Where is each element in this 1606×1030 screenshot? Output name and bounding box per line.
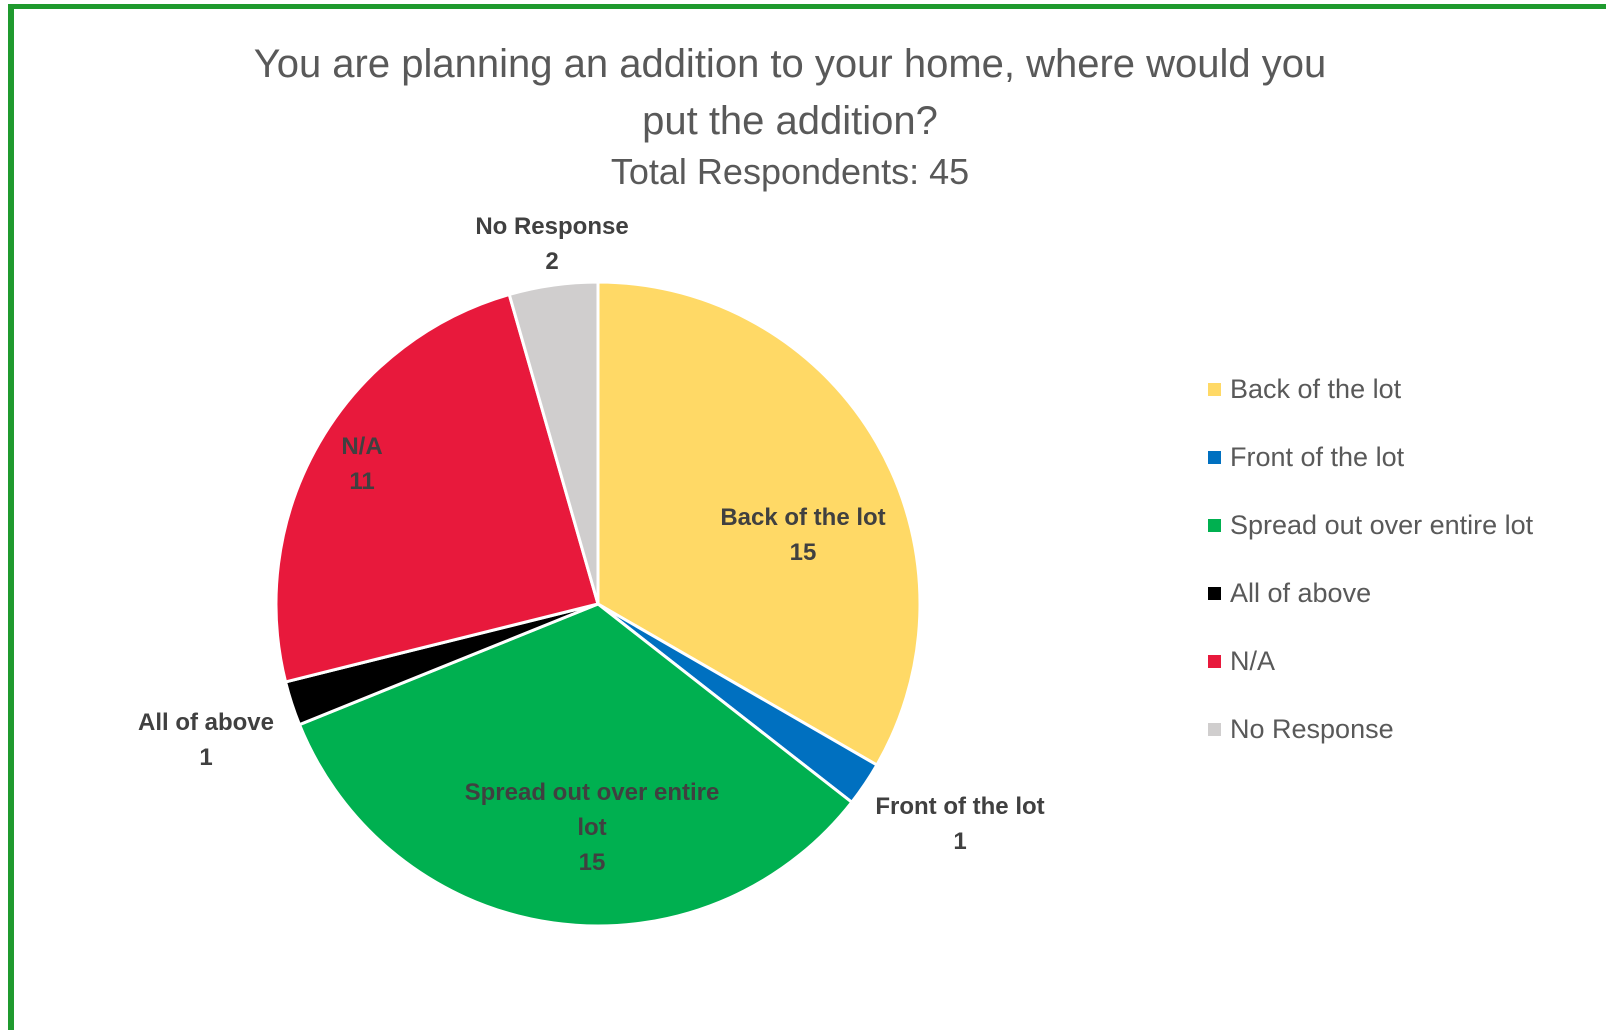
data-label-all-of-above: All of above 1 — [138, 709, 274, 771]
legend-swatch-na — [1208, 655, 1221, 668]
legend-item-all-of-above: All of above — [1208, 559, 1598, 627]
legend-item-back-of-the-lot: Back of the lot — [1208, 355, 1598, 423]
legend-label-all-of-above: All of above — [1230, 578, 1371, 609]
chart-legend: Back of the lot Front of the lot Spread … — [1208, 355, 1598, 763]
legend-item-front-of-the-lot: Front of the lot — [1208, 423, 1598, 491]
legend-label-no-response: No Response — [1230, 714, 1394, 745]
legend-item-na: N/A — [1208, 627, 1598, 695]
legend-label-na: N/A — [1230, 646, 1275, 677]
legend-swatch-back-of-the-lot — [1208, 383, 1221, 396]
data-label-front-of-the-lot: Front of the lot 1 — [875, 793, 1044, 855]
legend-swatch-spread-out — [1208, 519, 1221, 532]
legend-swatch-no-response — [1208, 723, 1221, 736]
legend-label-spread-out: Spread out over entire lot — [1230, 510, 1533, 541]
legend-item-spread-out: Spread out over entire lot — [1208, 491, 1598, 559]
legend-item-no-response: No Response — [1208, 695, 1598, 763]
legend-label-front-of-the-lot: Front of the lot — [1230, 442, 1404, 473]
data-label-no-response: No Response 2 — [475, 213, 628, 275]
legend-swatch-all-of-above — [1208, 587, 1221, 600]
legend-swatch-front-of-the-lot — [1208, 451, 1221, 464]
legend-label-back-of-the-lot: Back of the lot — [1230, 374, 1401, 405]
